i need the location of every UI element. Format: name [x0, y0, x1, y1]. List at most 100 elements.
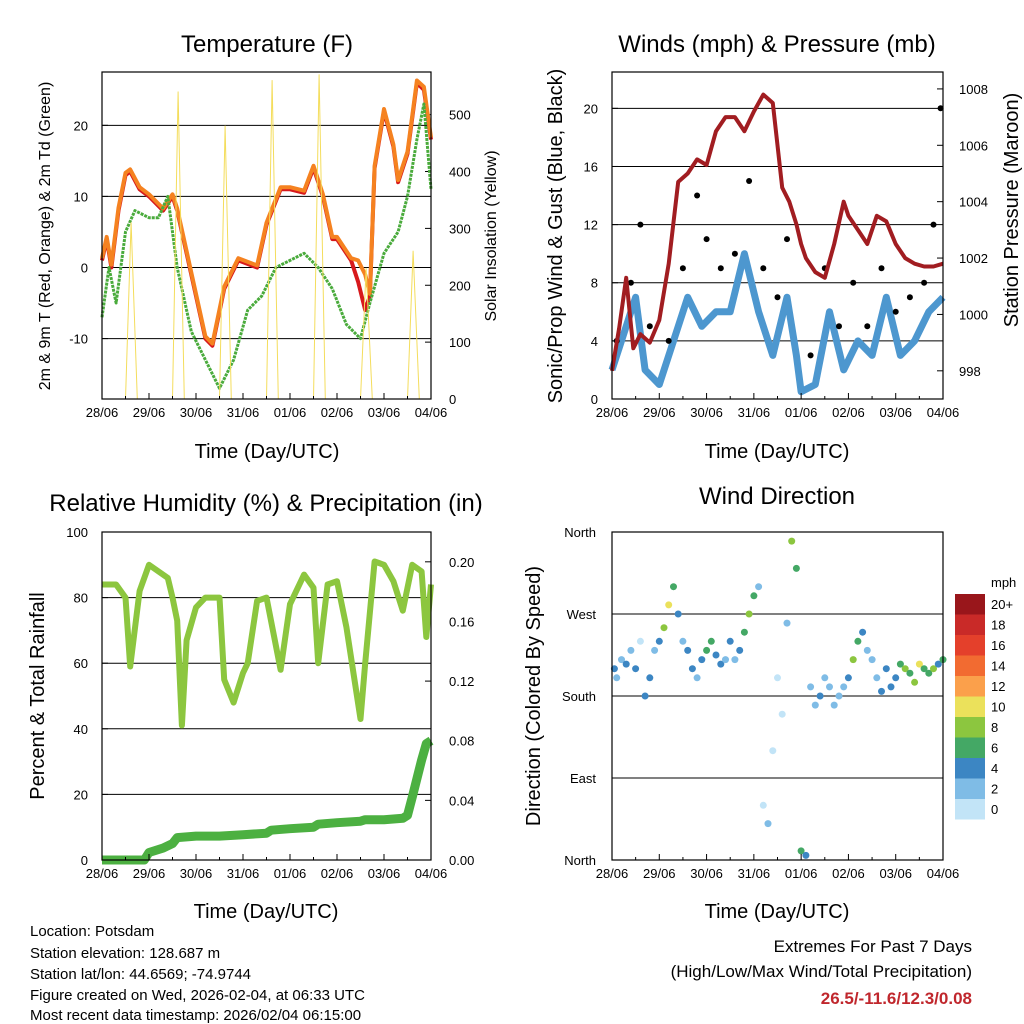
legend-swatch [955, 799, 985, 820]
direction-point [651, 646, 659, 654]
gust-point [864, 323, 871, 330]
legend-swatch [955, 676, 985, 697]
direction-point [755, 583, 763, 591]
gust-point [731, 250, 738, 257]
legend-swatch [955, 655, 985, 676]
series-pressure [610, 92, 944, 372]
direction-point [840, 683, 848, 691]
x-tick-label: 29/06 [643, 405, 676, 420]
x-tick-label: 30/06 [180, 866, 213, 881]
legend-title: mph [991, 575, 1016, 590]
direction-point [915, 660, 923, 668]
direction-point [892, 674, 900, 682]
y2-tick-label: 400 [449, 165, 471, 180]
direction-point [911, 678, 919, 686]
y-tick-label: 100 [66, 525, 88, 540]
gust-point [807, 352, 814, 359]
y2-tick-label: 0.12 [449, 674, 474, 689]
legend-swatch [955, 594, 985, 615]
y-tick-label: 0 [591, 392, 598, 407]
y-tick-label: 16 [584, 159, 598, 174]
humidity-ylabel: Percent & Total Rainfall [27, 592, 49, 800]
direction-point [901, 665, 909, 673]
y2-tick-label: 0.16 [449, 614, 474, 629]
temperature-xlabel: Time (Day/UTC) [195, 441, 340, 463]
legend-label: 16 [991, 638, 1005, 653]
elevation-text: Station elevation: 128.687 m [30, 945, 220, 962]
y-tick-label: 60 [74, 656, 88, 671]
extremes-value: 26.5/-11.6/12.3/0.08 [821, 989, 972, 1008]
x-tick-label: 04/06 [415, 405, 448, 420]
direction-point [693, 674, 701, 682]
gust-point [665, 337, 672, 344]
series-2m-td [100, 102, 433, 390]
y-tick-label: 10 [74, 189, 88, 204]
direction-point [797, 847, 805, 855]
y-tick-label: 40 [74, 722, 88, 737]
direction-point [712, 651, 720, 659]
direction-point [882, 665, 890, 673]
direction-point [934, 660, 942, 668]
direction-point [655, 637, 663, 645]
gust-point [694, 192, 701, 199]
y-tick-label: 20 [584, 101, 598, 116]
temperature-ylabel: 2m & 9m T (Red, Orange) & 2m Td (Green) [37, 82, 54, 391]
legend-swatch [955, 737, 985, 758]
x-tick-label: 01/06 [785, 866, 818, 881]
y-tick-label: West [567, 607, 597, 622]
direction-point [722, 656, 729, 664]
legend-label: 6 [991, 741, 998, 756]
direction-point [764, 820, 772, 828]
direction-point [674, 610, 682, 618]
direction-point [613, 674, 621, 682]
x-tick-label: 30/06 [690, 866, 723, 881]
legend-label: 0 [991, 802, 998, 817]
y-tick-label: 8 [591, 276, 598, 291]
direction-point [660, 624, 668, 632]
x-tick-label: 04/06 [927, 866, 960, 881]
direction-point [703, 646, 711, 654]
legend-label: 18 [991, 618, 1005, 633]
direction-point [778, 710, 786, 718]
direction-point [896, 660, 904, 668]
y2-tick-label: 300 [449, 221, 471, 236]
direction-point [878, 687, 885, 695]
direction-point [641, 692, 649, 700]
winds-y2label: Station Pressure (Maroon) [1001, 93, 1023, 328]
legend-label: 12 [991, 679, 1005, 694]
y-tick-label: East [570, 771, 596, 786]
direction-point [906, 669, 914, 677]
gust-point [836, 323, 842, 330]
x-tick-label: 29/06 [133, 866, 166, 881]
direction-point [610, 665, 618, 673]
direction-point [863, 646, 871, 654]
direction-point [726, 637, 734, 645]
gust-point [637, 221, 644, 228]
y-tick-label: 0 [81, 260, 88, 275]
x-tick-label: 03/06 [879, 405, 912, 420]
y-tick-label: 4 [591, 334, 598, 349]
direction-title: Wind Direction [699, 483, 855, 510]
x-tick-label: 28/06 [596, 866, 629, 881]
x-tick-label: 01/06 [274, 405, 307, 420]
temperature-y2label: Solar Insolation (Yellow) [483, 150, 500, 321]
x-tick-label: 28/06 [86, 405, 119, 420]
x-tick-label: 31/06 [738, 405, 771, 420]
winds-xlabel: Time (Day/UTC) [705, 441, 850, 463]
x-tick-label: 29/06 [643, 866, 676, 881]
y-tick-label: North [564, 525, 596, 540]
recent-text: Most recent data timestamp: 2026/02/04 0… [30, 1007, 361, 1024]
direction-point [887, 683, 895, 691]
direction-point [688, 665, 696, 673]
y-tick-label: 20 [74, 787, 88, 802]
direction-point [788, 537, 796, 545]
gust-point [774, 294, 781, 301]
humidity-panel: Relative Humidity (%) & Precipitation (i… [27, 490, 483, 923]
direction-point [731, 656, 739, 664]
x-tick-label: 02/06 [321, 866, 354, 881]
legend-swatch [955, 614, 985, 635]
y-tick-label: South [562, 689, 596, 704]
direction-point [802, 851, 810, 859]
direction-point [849, 656, 857, 664]
legend-label: 8 [991, 720, 998, 735]
